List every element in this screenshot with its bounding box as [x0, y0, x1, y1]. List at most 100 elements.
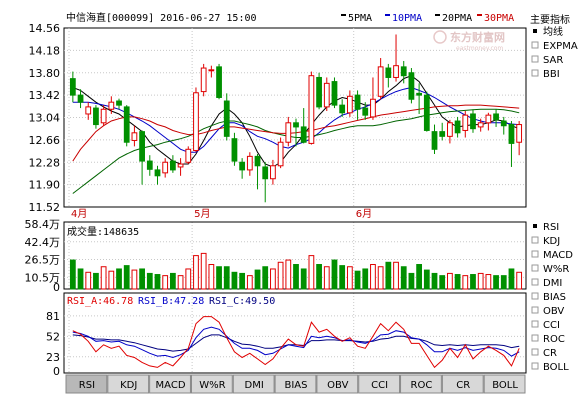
- candle-body-down: [408, 72, 415, 100]
- menu-item-label: MACD: [543, 250, 573, 261]
- menu-item-label: BIAS: [543, 292, 566, 303]
- menu-checkbox-icon: [531, 55, 539, 63]
- menu-item-wr[interactable]: W%R: [531, 264, 569, 275]
- volume-bar-down: [300, 268, 307, 290]
- candle: [400, 60, 407, 84]
- volume-bar-down: [508, 268, 515, 290]
- menu-item-kdj[interactable]: KDJ: [531, 236, 560, 247]
- candle: [370, 77, 376, 120]
- menu-item-cr[interactable]: CR: [531, 348, 557, 359]
- tab-kdj[interactable]: KDJ: [107, 374, 150, 394]
- tab-wr[interactable]: W%R: [190, 374, 233, 394]
- tab-background: [316, 374, 359, 394]
- tab-background: [149, 374, 191, 394]
- menu-item-expma[interactable]: EXPMA: [531, 41, 578, 52]
- menu-item-label: KDJ: [543, 236, 560, 247]
- tab-boll[interactable]: BOLL: [483, 374, 526, 394]
- menu-item-label: ROC: [543, 334, 565, 345]
- rsi-lines: [72, 316, 520, 369]
- volume-bar-up: [185, 268, 192, 290]
- volume-bar-down: [139, 268, 145, 290]
- tab-roc[interactable]: ROC: [400, 374, 442, 394]
- menu-item-roc[interactable]: ROC: [531, 334, 565, 345]
- menu-item-bias[interactable]: BIAS: [531, 292, 566, 303]
- menu-item-dmi[interactable]: DMI: [531, 278, 562, 289]
- candle-body-down: [69, 78, 76, 96]
- volume-bar-up: [131, 269, 138, 290]
- volume-bars: [69, 252, 523, 290]
- candle: [223, 93, 230, 141]
- watermark-subtext: eastmoney.com: [456, 45, 503, 52]
- tab-background: [483, 374, 526, 394]
- tab-bias[interactable]: BIAS: [274, 374, 317, 394]
- candle-body-up: [100, 108, 107, 124]
- menu-item-label: RSI: [543, 222, 559, 233]
- menu-item-[interactable]: 均线: [533, 25, 563, 38]
- volume-bar-down: [154, 274, 161, 290]
- volume-bar-up: [346, 266, 353, 290]
- volume-bar-up: [277, 261, 284, 290]
- price-y-axis: 14.56 14.18 13.80 13.42 13.04 12.66 12.28 11.90…: [29, 22, 61, 214]
- menu-checkbox-icon: [531, 41, 539, 49]
- candle-body-up: [516, 124, 523, 143]
- price-grid: [64, 28, 526, 373]
- volume-bar-up: [477, 272, 484, 290]
- candle: [331, 77, 338, 109]
- volume-bar-up: [85, 271, 92, 290]
- candle-body-down: [400, 66, 407, 77]
- tab-label: DMI: [245, 380, 264, 391]
- candle-body-up: [447, 122, 453, 137]
- candle: [462, 111, 469, 138]
- ma-legend-label: 5PMA: [348, 13, 372, 24]
- rsi-c-label: RSI_C:49.50: [209, 296, 275, 307]
- sub-indicator-menu: RSI KDJ MACD W%R DMI BIAS OBV CCI ROC CR BOLL: [531, 222, 573, 373]
- main-indicators-dropdown[interactable]: 主要指标: [530, 13, 570, 26]
- menu-item-obv[interactable]: OBV: [531, 306, 564, 317]
- price-y-tick: 13.42: [29, 89, 61, 102]
- price-y-tick: 11.52: [29, 201, 61, 214]
- menu-item-rsi[interactable]: RSI: [533, 222, 559, 233]
- volume-bar-up: [270, 268, 276, 290]
- volume-bar-up: [308, 255, 315, 290]
- menu-item-boll[interactable]: BOLL: [531, 362, 569, 373]
- tab-background: [441, 374, 484, 394]
- month-label: 5月: [194, 208, 210, 220]
- tab-macd[interactable]: MACD: [149, 374, 191, 394]
- candle-body-down: [500, 120, 507, 127]
- candle: [385, 63, 392, 88]
- tab-dmi[interactable]: DMI: [232, 374, 275, 394]
- tab-cci[interactable]: CCI: [358, 374, 401, 394]
- tab-label: CR: [456, 380, 470, 391]
- volume-bar-down: [223, 266, 230, 290]
- overlay-indicator-menu: 均线 EXPMA SAR BBI: [531, 25, 578, 80]
- menu-checked-icon: [533, 29, 537, 33]
- volume-bar-down: [339, 265, 346, 290]
- candle: [208, 65, 215, 78]
- volume-bar-up: [100, 266, 107, 290]
- tab-background: [358, 374, 401, 394]
- tab-obv[interactable]: OBV: [316, 374, 359, 394]
- candle: [185, 146, 192, 165]
- tab-rsi[interactable]: RSI: [65, 374, 108, 394]
- candle-body-down: [169, 160, 176, 171]
- volume-bar-down: [93, 272, 99, 290]
- tab-cr[interactable]: CR: [441, 374, 484, 394]
- tab-label: BIAS: [285, 380, 308, 391]
- volume-bar-up: [485, 274, 492, 290]
- watermark: 东方财富网 eastmoney.com: [433, 30, 505, 52]
- menu-item-sar[interactable]: SAR: [531, 55, 563, 66]
- candle: [116, 98, 122, 110]
- candle-body-down: [493, 113, 499, 121]
- candle: [477, 118, 484, 132]
- volume-bar-up: [462, 275, 469, 290]
- candle: [139, 130, 145, 185]
- volume-bar-down: [146, 272, 153, 290]
- menu-item-label: BBI: [543, 69, 560, 80]
- menu-item-bbi[interactable]: BBI: [531, 69, 560, 80]
- menu-item-label: BOLL: [543, 362, 569, 373]
- volume-bar-down: [262, 266, 269, 290]
- candle: [454, 116, 461, 138]
- menu-item-cci[interactable]: CCI: [531, 320, 560, 331]
- volume-bar-up: [285, 259, 292, 290]
- menu-item-macd[interactable]: MACD: [531, 250, 573, 261]
